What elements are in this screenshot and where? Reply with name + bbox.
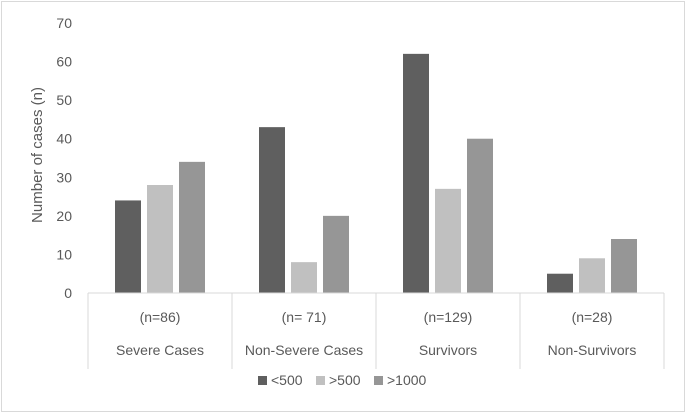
y-tick-label: 60: [56, 54, 72, 70]
bar-2-3: [323, 215, 349, 293]
bar-1-3: [179, 161, 205, 293]
category-label: Severe Cases: [116, 342, 204, 358]
category-label: Survivors: [419, 342, 477, 358]
y-tick-label: 10: [56, 246, 72, 262]
bar-3-3: [467, 138, 493, 293]
bar-1-2: [147, 185, 173, 293]
bar-3-1: [403, 53, 429, 293]
legend-label-1: <500: [271, 372, 303, 388]
bars: [115, 53, 637, 294]
bar-2-2: [291, 262, 317, 293]
bar-3-2: [435, 188, 461, 293]
legend-swatch-2: [316, 376, 325, 385]
legend-label-2: >500: [329, 372, 361, 388]
y-axis-label: Number of cases (n): [29, 87, 46, 223]
bar-4-1: [547, 273, 573, 293]
y-tick-label: 70: [56, 15, 72, 31]
legend-swatch-1: [258, 376, 267, 385]
x-axis: (n=86) Severe Cases (n= 71) Non-Severe Case…: [87, 292, 665, 369]
legend-label-3: >1000: [387, 372, 427, 388]
y-tick-label: 20: [56, 208, 72, 224]
category-label: Non-Severe Cases: [245, 342, 363, 358]
category-count-label: (n=86): [140, 309, 181, 325]
category-count-label: (n=28): [572, 309, 613, 325]
bar-4-2: [579, 258, 605, 293]
bar-4-3: [611, 239, 637, 293]
y-axis-ticks: 0 10 20 30 40 50 60 70: [56, 15, 72, 301]
category-count-label: (n=129): [424, 309, 473, 325]
category-count-label: (n= 71): [282, 309, 327, 325]
bar-2-1: [259, 127, 285, 294]
legend: <500 >500 >1000: [258, 372, 427, 388]
legend-swatch-3: [374, 376, 383, 385]
category-label: Non-Survivors: [548, 342, 637, 358]
y-tick-label: 30: [56, 169, 72, 185]
y-tick-label: 40: [56, 131, 72, 147]
y-tick-label: 0: [64, 285, 72, 301]
y-tick-label: 50: [56, 92, 72, 108]
bar-1-1: [115, 200, 141, 293]
